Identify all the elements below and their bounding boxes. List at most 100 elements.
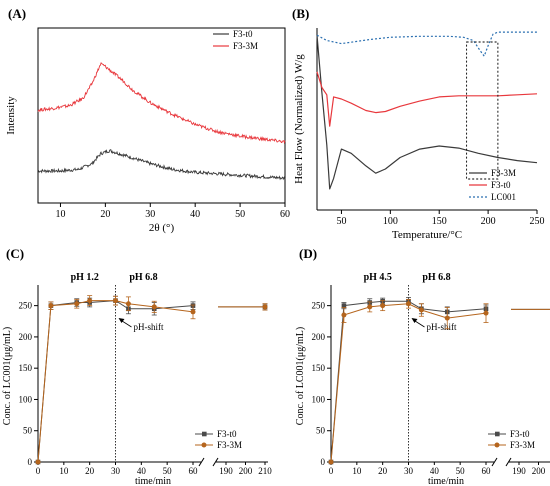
data-point-c bbox=[125, 301, 131, 307]
data-point-d bbox=[418, 307, 424, 313]
data-point-d bbox=[367, 304, 373, 310]
y-tick-label-d: 100 bbox=[312, 394, 326, 404]
legend-marker-c bbox=[201, 442, 207, 448]
panel-label-c: (C) bbox=[6, 246, 24, 261]
y-tick-label-c: 250 bbox=[19, 301, 33, 311]
panel-label-a: (A) bbox=[8, 6, 26, 21]
y-tick-label-c: 50 bbox=[23, 426, 33, 436]
shift-arrowhead-c bbox=[118, 318, 125, 323]
x-tick-label-d: 10 bbox=[352, 466, 362, 476]
x-tick-label-b: 50 bbox=[336, 216, 346, 227]
data-point-d bbox=[406, 301, 411, 307]
plot-frame-a bbox=[37, 27, 286, 204]
x-tick-label-a: 50 bbox=[235, 209, 245, 220]
shift-arrowhead-d bbox=[411, 318, 418, 323]
x-axis-label-a: 2θ (°) bbox=[149, 222, 175, 234]
x-tick-label-c: 200 bbox=[239, 466, 253, 476]
y-tick-label-d: 0 bbox=[321, 457, 326, 467]
data-point-d bbox=[328, 459, 334, 465]
x-tick-label-b: 250 bbox=[530, 216, 545, 227]
data-point-d bbox=[444, 315, 450, 321]
panel-b: (B) 50 100 150 200 250 Temperature/°C Heat Flow… bbox=[292, 6, 545, 241]
axis-break-d bbox=[505, 457, 512, 467]
x-tick-label-d: 0 bbox=[329, 466, 334, 476]
series-line-f3-3m-b bbox=[316, 35, 538, 190]
x-tick-label-d: 20 bbox=[378, 466, 388, 476]
legend-label-d: F3-3M bbox=[510, 440, 535, 450]
axis-break-d bbox=[491, 457, 498, 467]
data-point-d bbox=[380, 303, 386, 309]
x-tick-label-c: 190 bbox=[219, 466, 233, 476]
y-axis-label-d: Conc. of LC001(μg/mL) bbox=[295, 327, 306, 425]
legend-label-a: F3-3M bbox=[233, 41, 258, 51]
y-axis-label-b: Heat Flow (Normalized) W/g bbox=[293, 54, 305, 184]
y-tick-label-d: 250 bbox=[312, 301, 326, 311]
x-tick-label-d: 40 bbox=[430, 466, 440, 476]
x-tick-label-d: 190 bbox=[512, 466, 526, 476]
y-tick-label-d: 50 bbox=[316, 426, 326, 436]
data-point-c bbox=[190, 309, 196, 315]
x-axis-label-b: Temperature/°C bbox=[392, 229, 462, 241]
data-point-c bbox=[151, 304, 157, 310]
x-tick-label-c: 30 bbox=[111, 466, 121, 476]
x-tick-label-c: 0 bbox=[36, 466, 41, 476]
panel-label-b: (B) bbox=[292, 6, 309, 21]
series-line-f3-t0-b bbox=[316, 71, 538, 127]
data-point-c bbox=[35, 459, 41, 465]
data-point-c bbox=[74, 301, 80, 307]
x-tick-label-c: 10 bbox=[59, 466, 69, 476]
x-tick-label-d: 200 bbox=[532, 466, 546, 476]
shift-label-d: pH-shift bbox=[427, 322, 457, 332]
legend-marker-d bbox=[495, 431, 500, 437]
annotation-box-b bbox=[466, 41, 499, 180]
x-tick-label-c: 40 bbox=[137, 466, 147, 476]
y-tick-label-c: 100 bbox=[19, 394, 33, 404]
legend-label-c: F3-3M bbox=[217, 440, 242, 450]
shift-label-c: pH-shift bbox=[134, 322, 164, 332]
series-line-f3-t0-d bbox=[330, 300, 487, 463]
y-axis-label-c: Conc. of LC001(μg/mL) bbox=[2, 327, 13, 425]
phase-label-1-c: pH 1.2 bbox=[71, 272, 99, 283]
axis-break-c bbox=[198, 457, 205, 467]
x-tick-label-a: 20 bbox=[100, 209, 110, 220]
axis-break-c bbox=[212, 457, 219, 467]
series-line-f3-t0-a bbox=[37, 149, 286, 181]
x-tick-label-d: 60 bbox=[482, 466, 492, 476]
y-tick-label-c: 200 bbox=[19, 332, 33, 342]
y-tick-label-d: 200 bbox=[312, 332, 326, 342]
legend-label-d: F3-t0 bbox=[510, 429, 530, 439]
data-point-c bbox=[262, 304, 268, 310]
x-tick-label-c: 50 bbox=[163, 466, 173, 476]
x-axis-label-c: time/min bbox=[135, 476, 171, 486]
data-point-c bbox=[87, 298, 93, 304]
data-point-d bbox=[483, 310, 489, 316]
y-tick-label-c: 0 bbox=[28, 457, 33, 467]
panel-d: (D)0501001502002500102030405060190200210… bbox=[295, 246, 550, 486]
x-tick-label-a: 40 bbox=[190, 209, 200, 220]
x-tick-label-b: 200 bbox=[481, 216, 496, 227]
series-line-f3-3m-c bbox=[37, 300, 194, 463]
series-line-f3-3m-d bbox=[330, 303, 487, 463]
legend-label-b: LC001 bbox=[491, 192, 516, 202]
legend-label-a: F3-t0 bbox=[233, 29, 253, 39]
x-tick-label-d: 50 bbox=[456, 466, 466, 476]
phase-label-2-c: pH 6.8 bbox=[129, 272, 157, 283]
legend-marker-d bbox=[494, 442, 500, 448]
y-tick-label-c: 150 bbox=[19, 363, 33, 373]
y-axis-label-a: Intensity bbox=[5, 96, 17, 135]
phase-label-2-d: pH 6.8 bbox=[422, 272, 450, 283]
legend-label-b: F3-3M bbox=[491, 168, 516, 178]
panel-c: (C) 0 50 100 150 200 250 0 10 20 30 40 50 60 190 200 210… bbox=[2, 246, 272, 486]
series-line-f3-3m-a bbox=[37, 62, 286, 145]
x-tick-label-a: 10 bbox=[55, 209, 65, 220]
x-tick-label-b: 150 bbox=[432, 216, 447, 227]
data-point-d bbox=[341, 312, 347, 318]
series-line-lc001-b bbox=[316, 31, 537, 57]
x-tick-label-a: 60 bbox=[280, 209, 290, 220]
panel-a: (A) 10 20 30 40 50 60 2θ (°) Intensity F3-t0 F3-3M bbox=[5, 6, 290, 234]
x-tick-label-a: 30 bbox=[145, 209, 155, 220]
x-tick-label-c: 60 bbox=[189, 466, 199, 476]
phase-label-1-d: pH 4.5 bbox=[364, 272, 392, 283]
panel-label-d: (D) bbox=[299, 246, 317, 261]
